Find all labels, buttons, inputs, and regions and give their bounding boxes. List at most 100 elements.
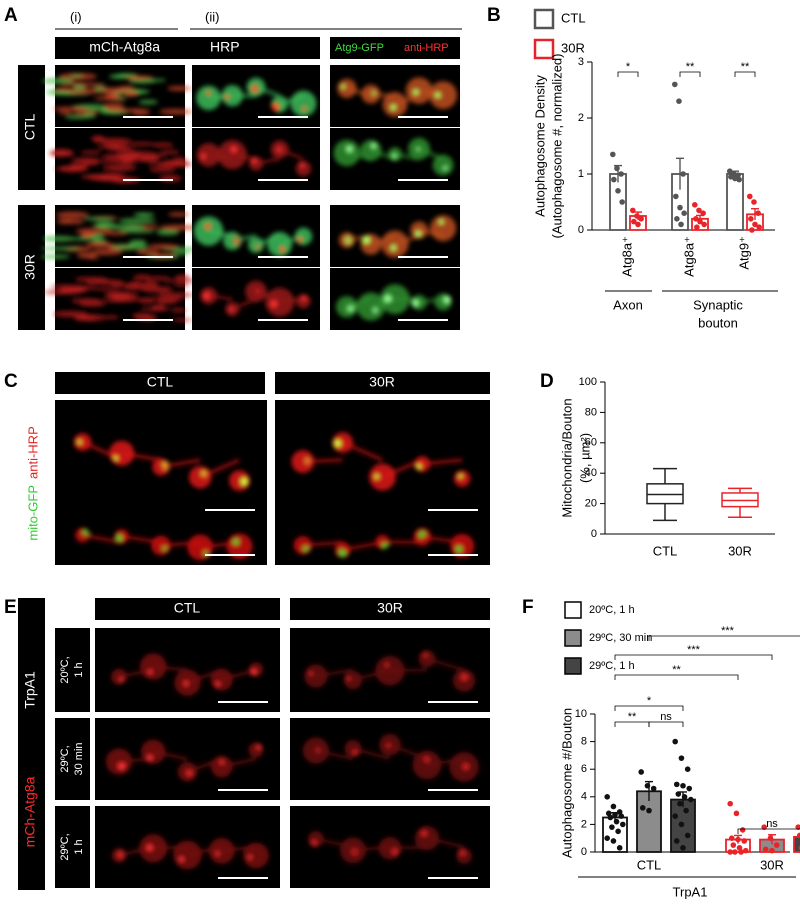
data-point [618, 171, 624, 177]
bar [726, 173, 744, 231]
signal [87, 256, 100, 260]
box [646, 483, 684, 505]
legend-swatch [564, 601, 582, 619]
data-point [680, 845, 686, 851]
signal [113, 147, 136, 152]
puncta [372, 307, 378, 313]
x-tick-label: Atg8a⁺ [681, 236, 696, 277]
neurite [160, 458, 201, 470]
signal [69, 74, 85, 78]
signal [83, 216, 115, 221]
data-point [747, 193, 753, 200]
bouton [432, 154, 454, 176]
data-point [796, 832, 800, 839]
data-point [610, 151, 616, 158]
neurite [422, 458, 463, 467]
x-tick-label: CTL [653, 543, 678, 558]
signal [163, 279, 199, 283]
neurite [221, 757, 257, 769]
y-tick-label: 0 [581, 846, 587, 858]
y-axis-label: Autophagosome Density [532, 75, 547, 217]
label-bar [95, 598, 280, 620]
data-point [680, 782, 686, 789]
neurite [302, 540, 343, 548]
column-label: 30R [369, 374, 395, 390]
legend-label: 29ºC, 30 min [589, 632, 652, 644]
signal [141, 286, 173, 293]
data-point [728, 835, 735, 841]
group-label: Synaptic [693, 297, 743, 312]
group-label: Axon [613, 297, 643, 312]
data-point [677, 204, 683, 211]
data-point [614, 165, 620, 172]
x-tick-label: Atg8a⁺ [619, 236, 634, 277]
box [721, 492, 759, 508]
data-point [672, 813, 678, 819]
y-tick-label: 40 [585, 467, 597, 479]
signal [98, 87, 126, 94]
bouton [248, 662, 264, 677]
signal [75, 314, 106, 322]
legend-swatch [533, 8, 555, 30]
data-point [681, 210, 687, 216]
y-tick-label: 3 [578, 56, 584, 68]
neurite [315, 668, 354, 679]
stain-label: mCh-Atg8a [89, 39, 160, 55]
data-point [673, 781, 680, 788]
signal [139, 297, 154, 304]
micrograph-signal [196, 77, 317, 117]
significance-label: ** [672, 664, 681, 676]
data-point [646, 807, 652, 814]
rotated-label: 20ºC, [59, 656, 71, 683]
significance-label: ns [766, 818, 778, 830]
neurite [208, 293, 233, 301]
signal [174, 274, 190, 281]
panel-label: F [522, 597, 534, 618]
micrograph-signal [302, 733, 479, 782]
panel-label: A [4, 5, 18, 26]
y-axis-label: (%, µm²) [577, 433, 592, 483]
x-tick-label: 30R [728, 543, 752, 558]
data-point [755, 210, 761, 216]
data-point [630, 207, 636, 214]
row-label: 30R [22, 254, 38, 280]
signal [149, 78, 167, 82]
legend-label: CTL [561, 10, 586, 25]
puncta [219, 759, 225, 765]
data-point [604, 794, 610, 800]
row-label: 20ºC, [59, 656, 71, 683]
neurite [278, 147, 305, 161]
signal [42, 78, 75, 84]
legend-label: 29ºC, 1 h [589, 660, 635, 672]
signal [123, 286, 149, 291]
data-point [748, 216, 754, 222]
data-point [751, 199, 757, 205]
bouton [294, 227, 313, 246]
signal [40, 254, 71, 259]
puncta [297, 237, 303, 243]
puncta [423, 652, 428, 658]
y-tick-label: 4 [581, 791, 587, 803]
legend-label: 30R [561, 40, 585, 55]
row-label: 30 min [73, 742, 85, 775]
micrograph-signal [44, 274, 199, 322]
data-point [684, 832, 691, 839]
bouton [430, 215, 457, 242]
signal [138, 99, 158, 105]
micrograph-signal [338, 215, 457, 258]
signal [110, 224, 146, 231]
signal [56, 218, 72, 224]
puncta [77, 440, 82, 445]
signal [149, 296, 184, 302]
signal [171, 251, 191, 255]
signal [94, 96, 125, 101]
rotated-label: 30R [22, 254, 38, 280]
signal [75, 228, 113, 234]
micrograph-signal [336, 284, 452, 321]
y-tick-label: 6 [581, 763, 587, 775]
data-point [609, 824, 615, 830]
neurite [255, 157, 281, 166]
y-axis-label: Mitochondria/Bouton [559, 398, 574, 517]
data-point [639, 805, 646, 811]
data-point [612, 811, 618, 818]
